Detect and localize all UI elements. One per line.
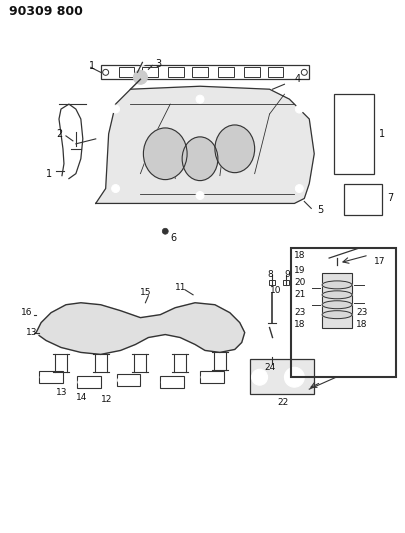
Circle shape — [158, 224, 172, 238]
Bar — [168, 67, 184, 77]
Bar — [305, 286, 311, 290]
Circle shape — [94, 379, 100, 385]
Circle shape — [133, 377, 139, 383]
Text: 9: 9 — [284, 270, 290, 279]
Bar — [333, 94, 373, 174]
Bar — [291, 248, 395, 377]
Bar — [192, 67, 207, 77]
Bar — [217, 67, 233, 77]
Bar — [100, 66, 309, 79]
Circle shape — [162, 228, 168, 234]
Circle shape — [177, 379, 183, 385]
Text: 2: 2 — [56, 129, 62, 139]
Circle shape — [251, 369, 267, 385]
Ellipse shape — [322, 311, 351, 319]
Text: 14: 14 — [76, 393, 87, 401]
Circle shape — [69, 97, 77, 105]
Circle shape — [196, 95, 203, 103]
Bar — [142, 67, 158, 77]
Text: 7: 7 — [386, 193, 392, 204]
Text: 24: 24 — [264, 363, 275, 372]
Ellipse shape — [182, 137, 217, 181]
Circle shape — [161, 379, 167, 385]
Text: 21: 21 — [294, 290, 305, 300]
Text: 22: 22 — [277, 398, 288, 407]
Bar — [160, 376, 184, 388]
Bar — [305, 303, 311, 306]
Text: 3: 3 — [155, 59, 161, 69]
Text: 23: 23 — [355, 308, 367, 317]
Text: 4: 4 — [294, 74, 300, 84]
Text: 6: 6 — [170, 233, 176, 243]
Polygon shape — [96, 86, 313, 204]
Text: 18: 18 — [294, 251, 305, 260]
Bar — [116, 374, 140, 386]
Text: 18: 18 — [294, 320, 305, 329]
Text: 90309 800: 90309 800 — [9, 5, 83, 18]
Bar — [343, 183, 381, 215]
Ellipse shape — [322, 281, 351, 289]
Bar — [307, 205, 311, 212]
Bar — [39, 372, 63, 383]
Circle shape — [138, 58, 146, 66]
Text: 16: 16 — [21, 308, 33, 317]
Text: 18: 18 — [355, 320, 367, 329]
Circle shape — [78, 379, 83, 385]
Ellipse shape — [214, 125, 254, 173]
Circle shape — [133, 70, 147, 84]
Bar — [118, 67, 134, 77]
Text: 12: 12 — [100, 394, 112, 403]
Circle shape — [40, 374, 46, 380]
Bar — [243, 67, 259, 77]
Bar — [249, 359, 313, 394]
Circle shape — [294, 105, 303, 113]
Bar — [267, 67, 283, 77]
Bar — [77, 376, 100, 388]
Circle shape — [294, 184, 303, 192]
Circle shape — [117, 377, 123, 383]
FancyArrowPatch shape — [183, 161, 187, 170]
Bar — [283, 280, 289, 285]
Text: 10: 10 — [269, 286, 280, 295]
Bar — [322, 273, 351, 328]
Ellipse shape — [322, 291, 351, 299]
Text: 5: 5 — [316, 205, 323, 215]
Text: 1: 1 — [378, 129, 384, 139]
Text: 13: 13 — [56, 387, 67, 397]
Text: 23: 23 — [294, 308, 305, 317]
Circle shape — [216, 374, 222, 380]
Text: 20: 20 — [294, 278, 305, 287]
Text: 17: 17 — [373, 256, 384, 265]
Text: 15: 15 — [140, 288, 151, 297]
Text: 1: 1 — [89, 61, 95, 71]
Text: 8: 8 — [267, 270, 273, 279]
Bar — [362, 283, 368, 287]
Text: 11: 11 — [175, 284, 186, 293]
Circle shape — [111, 184, 119, 192]
Circle shape — [56, 374, 62, 380]
Bar — [362, 301, 368, 305]
Circle shape — [284, 367, 304, 387]
Bar — [200, 372, 223, 383]
Circle shape — [111, 105, 119, 113]
Text: 13: 13 — [26, 328, 38, 337]
Circle shape — [76, 143, 82, 149]
Circle shape — [200, 374, 207, 380]
Polygon shape — [36, 303, 244, 354]
Ellipse shape — [322, 301, 351, 309]
Text: 19: 19 — [294, 266, 305, 276]
Ellipse shape — [143, 128, 187, 180]
Text: 1: 1 — [46, 168, 52, 179]
Bar — [268, 280, 274, 285]
Circle shape — [196, 191, 203, 199]
